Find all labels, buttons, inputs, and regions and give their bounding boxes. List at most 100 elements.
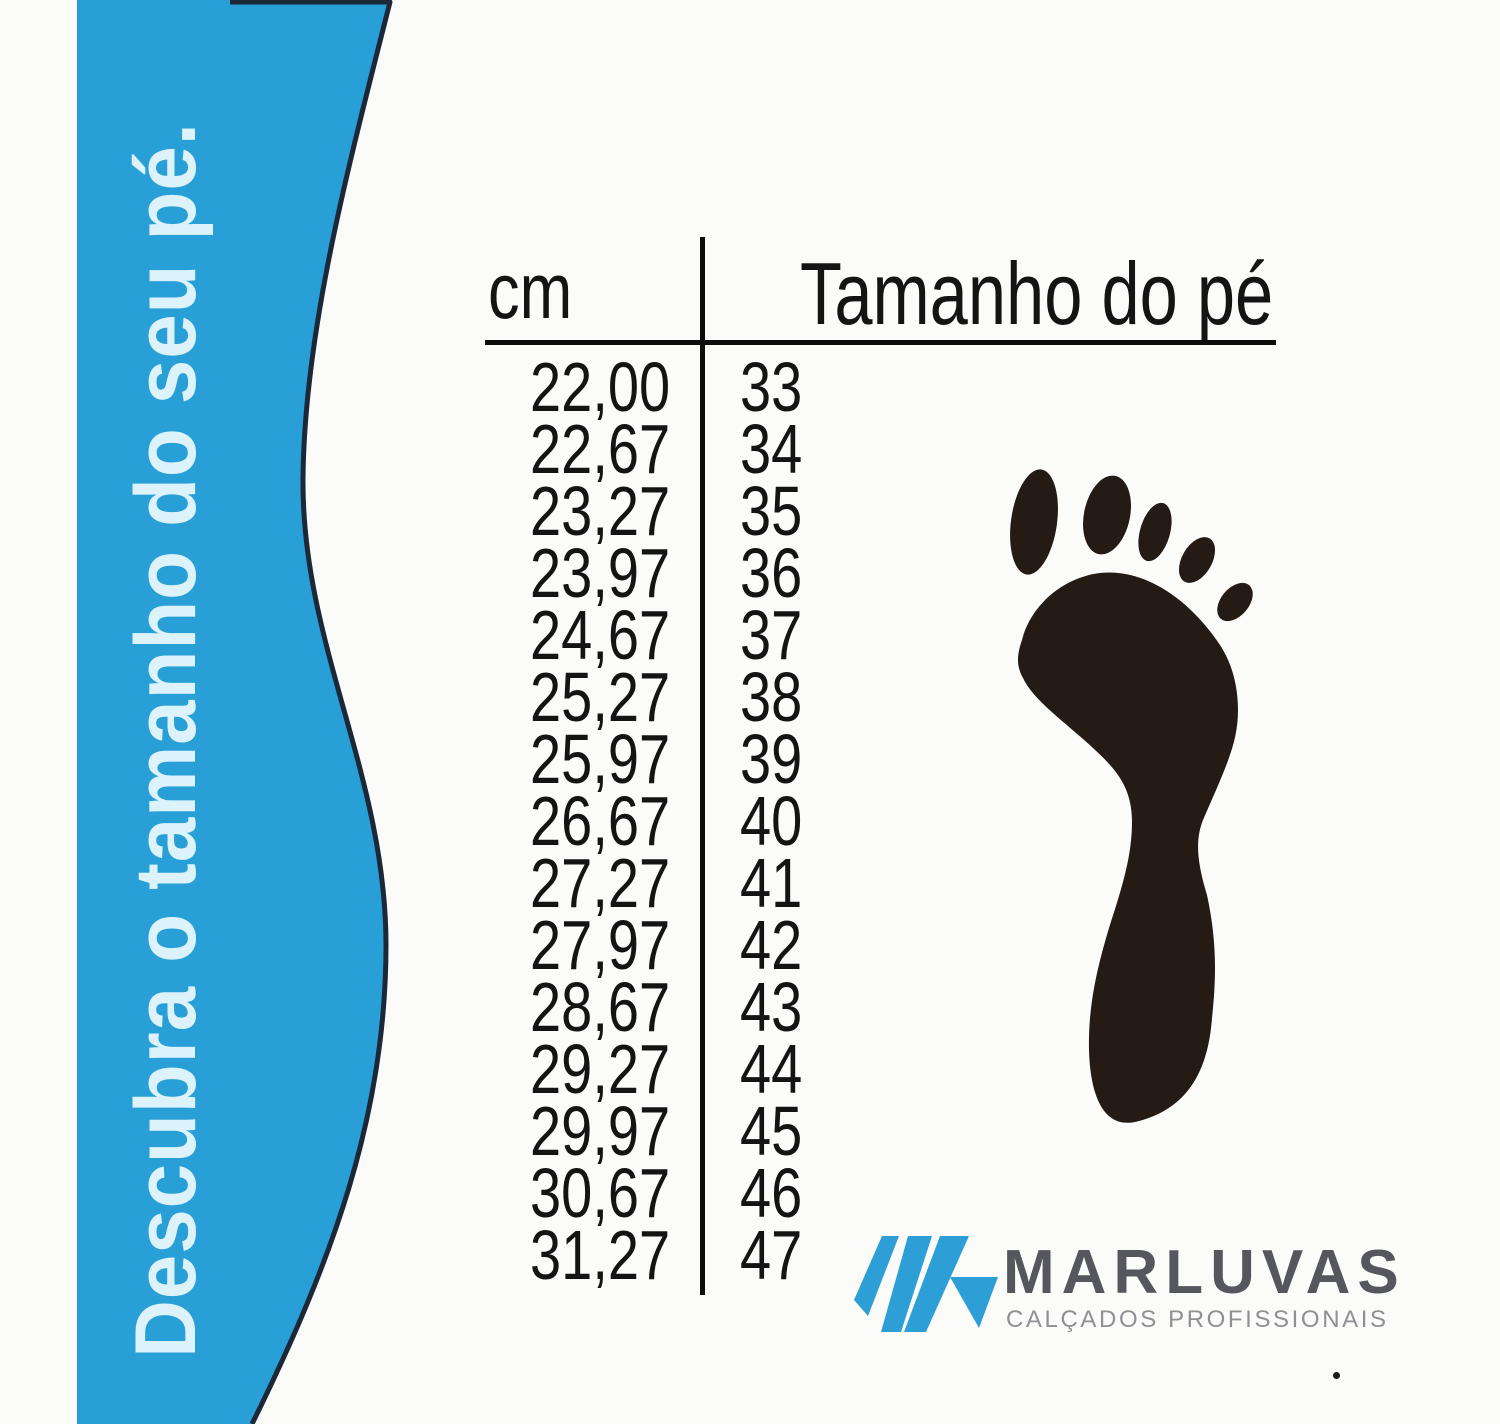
cm-value-cell: 29,97 bbox=[450, 1092, 670, 1170]
blue-ribbon-shape bbox=[77, 0, 393, 1424]
cm-value: 22,67 bbox=[529, 410, 670, 488]
cm-value-cell: 23,97 bbox=[450, 534, 670, 612]
cm-value-cell: 29,27 bbox=[450, 1030, 670, 1108]
little-toe bbox=[1217, 582, 1253, 622]
cm-value-cell: 26,67 bbox=[450, 782, 670, 860]
fourth-toe bbox=[1178, 537, 1216, 583]
size-value-cell: 40 bbox=[740, 782, 880, 860]
cm-value: 27,27 bbox=[529, 844, 670, 922]
size-value: 39 bbox=[740, 720, 803, 798]
size-value: 37 bbox=[740, 596, 803, 674]
size-value-cell: 45 bbox=[740, 1092, 880, 1170]
cm-value: 31,27 bbox=[529, 1216, 670, 1294]
stray-dot bbox=[1333, 1372, 1340, 1379]
table-row: 23,97 36 bbox=[450, 534, 880, 612]
size-value: 34 bbox=[740, 410, 803, 488]
size-value-cell: 35 bbox=[740, 472, 880, 550]
size-value-cell: 41 bbox=[740, 844, 880, 922]
cm-value: 27,97 bbox=[529, 906, 670, 984]
cm-value-cell: 22,00 bbox=[450, 348, 670, 426]
size-value-cell: 42 bbox=[740, 906, 880, 984]
cm-value: 28,67 bbox=[529, 968, 670, 1046]
logo-stripe-1 bbox=[854, 1236, 899, 1316]
table-row: 30,67 46 bbox=[450, 1154, 880, 1232]
logo-triangle bbox=[950, 1277, 998, 1328]
table-column-divider bbox=[700, 237, 705, 1295]
cm-value: 25,97 bbox=[529, 720, 670, 798]
size-value-cell: 47 bbox=[740, 1216, 880, 1294]
size-value: 35 bbox=[740, 472, 803, 550]
column-header-foot-size: Tamanho do pé bbox=[800, 250, 1407, 338]
vertical-headline: Descubra o tamanho do seu pé. bbox=[118, 122, 214, 1358]
size-value: 33 bbox=[740, 348, 803, 426]
column-header-foot-size-label: Tamanho do pé bbox=[800, 244, 1274, 343]
foot-sole bbox=[1017, 572, 1238, 1123]
table-row: 27,97 42 bbox=[450, 906, 880, 984]
size-value-cell: 38 bbox=[740, 658, 880, 736]
third-toe bbox=[1138, 502, 1172, 562]
cm-value: 22,00 bbox=[529, 348, 670, 426]
table-row: 27,27 41 bbox=[450, 844, 880, 922]
logo-stripe-2 bbox=[881, 1236, 932, 1332]
cm-value-cell: 31,27 bbox=[450, 1216, 670, 1294]
cm-value: 29,27 bbox=[529, 1030, 670, 1108]
table-row: 31,27 47 bbox=[450, 1216, 880, 1294]
table-row: 28,67 43 bbox=[450, 968, 880, 1046]
table-header-underline bbox=[485, 340, 1276, 345]
cm-value: 25,27 bbox=[529, 658, 670, 736]
table-row: 25,97 39 bbox=[450, 720, 880, 798]
size-value-cell: 33 bbox=[740, 348, 880, 426]
cm-value-cell: 27,27 bbox=[450, 844, 670, 922]
size-value-cell: 43 bbox=[740, 968, 880, 1046]
table-row: 24,67 37 bbox=[450, 596, 880, 674]
size-value: 40 bbox=[740, 782, 803, 860]
cm-value: 26,67 bbox=[529, 782, 670, 860]
cm-value: 23,27 bbox=[529, 472, 670, 550]
size-value: 44 bbox=[740, 1030, 803, 1108]
marluvas-logo-mark-icon bbox=[854, 1236, 998, 1332]
brand-name: MARLUVAS bbox=[1003, 1238, 1406, 1307]
cm-value-cell: 27,97 bbox=[450, 906, 670, 984]
brand-tagline: CALÇADOS PROFISSIONAIS bbox=[1006, 1306, 1389, 1333]
cm-value-cell: 25,97 bbox=[450, 720, 670, 798]
size-value-cell: 46 bbox=[740, 1154, 880, 1232]
second-toe bbox=[1083, 475, 1131, 555]
column-header-cm: cm bbox=[488, 251, 593, 330]
size-value: 38 bbox=[740, 658, 803, 736]
table-row: 26,67 40 bbox=[450, 782, 880, 860]
size-value-cell: 36 bbox=[740, 534, 880, 612]
size-value-cell: 34 bbox=[740, 410, 880, 488]
table-row: 29,97 45 bbox=[450, 1092, 880, 1170]
table-row: 22,67 34 bbox=[450, 410, 880, 488]
size-value-cell: 44 bbox=[740, 1030, 880, 1108]
ribbon-edge-line bbox=[230, 0, 393, 1424]
size-value: 41 bbox=[740, 844, 803, 922]
cm-value-cell: 28,67 bbox=[450, 968, 670, 1046]
size-value: 43 bbox=[740, 968, 803, 1046]
size-value-cell: 37 bbox=[740, 596, 880, 674]
cm-value-cell: 30,67 bbox=[450, 1154, 670, 1232]
footprint-icon bbox=[1010, 469, 1253, 1123]
cm-value: 24,67 bbox=[529, 596, 670, 674]
size-value: 42 bbox=[740, 906, 803, 984]
big-toe bbox=[1010, 469, 1058, 575]
size-value-cell: 39 bbox=[740, 720, 880, 798]
cm-value-cell: 23,27 bbox=[450, 472, 670, 550]
size-value: 45 bbox=[740, 1092, 803, 1170]
table-row: 23,27 35 bbox=[450, 472, 880, 550]
cm-value: 29,97 bbox=[529, 1092, 670, 1170]
size-value: 46 bbox=[740, 1154, 803, 1232]
cm-value: 23,97 bbox=[529, 534, 670, 612]
table-row: 29,27 44 bbox=[450, 1030, 880, 1108]
logo-stripe-3 bbox=[904, 1236, 969, 1332]
cm-value-cell: 22,67 bbox=[450, 410, 670, 488]
cm-value-cell: 24,67 bbox=[450, 596, 670, 674]
cm-value-cell: 25,27 bbox=[450, 658, 670, 736]
cm-value: 30,67 bbox=[529, 1154, 670, 1232]
size-table-rows: 22,00 33 22,67 34 23,27 35 23,97 36 24,6… bbox=[450, 348, 880, 1294]
size-value: 47 bbox=[740, 1216, 803, 1294]
table-row: 25,27 38 bbox=[450, 658, 880, 736]
size-value: 36 bbox=[740, 534, 803, 612]
column-header-cm-label: cm bbox=[488, 246, 573, 335]
